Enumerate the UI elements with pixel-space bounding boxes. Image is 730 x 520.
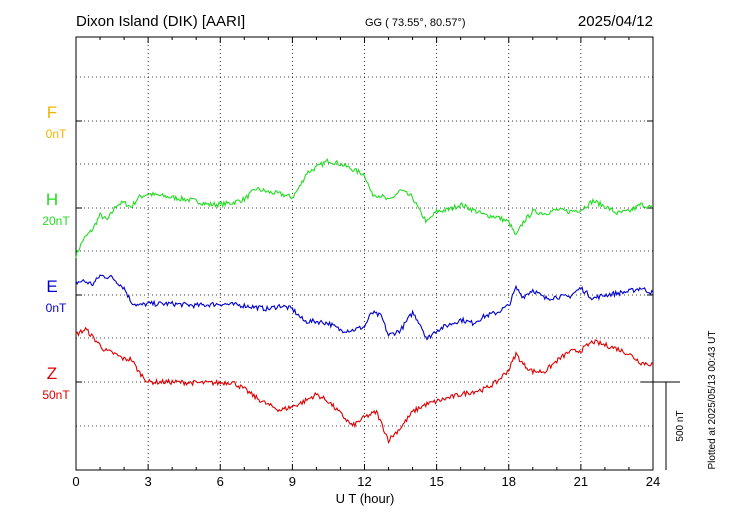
series-labels: F 0nT H 20nT E 0nT Z 50nT	[42, 103, 70, 402]
trace-Z	[75, 326, 654, 444]
x-tick-label-12: 12	[357, 474, 371, 489]
coords-label: GG ( 73.55°, 80.57°)	[365, 17, 466, 29]
series-offset-Z: 50nT	[42, 388, 70, 402]
x-axis-label: U T (hour)	[336, 491, 395, 506]
x-ticks: 0 3 6 9 12 15 18 21 24	[72, 37, 660, 489]
x-tick-label-24: 24	[646, 474, 660, 489]
x-tick-label-15: 15	[429, 474, 443, 489]
series-offset-E: 0nT	[46, 301, 67, 315]
x-tick-label-9: 9	[289, 474, 296, 489]
series-letter-Z: Z	[47, 364, 57, 383]
scale-bar: 500 nT	[641, 381, 686, 470]
x-tick-label-3: 3	[145, 474, 152, 489]
y-ticks	[76, 120, 653, 383]
series-letter-E: E	[46, 277, 57, 296]
series-offset-F: 0nT	[46, 127, 67, 141]
series-letter-F: F	[47, 103, 57, 122]
scale-bar-label: 500 nT	[675, 410, 686, 441]
trace-H	[75, 158, 654, 259]
station-title: Dixon Island (DIK) [AARI]	[76, 13, 245, 30]
trace-E	[75, 274, 654, 341]
x-tick-label-6: 6	[217, 474, 224, 489]
trace-lines	[75, 158, 654, 444]
x-tick-label-18: 18	[502, 474, 516, 489]
series-offset-H: 20nT	[42, 214, 70, 228]
date-label: 2025/04/12	[578, 13, 653, 30]
series-letter-H: H	[46, 190, 58, 209]
x-tick-label-0: 0	[72, 474, 79, 489]
grid	[76, 37, 653, 470]
plotted-timestamp: Plotted at 2025/05/13 00:43 UT	[707, 331, 718, 470]
x-tick-label-21: 21	[574, 474, 588, 489]
